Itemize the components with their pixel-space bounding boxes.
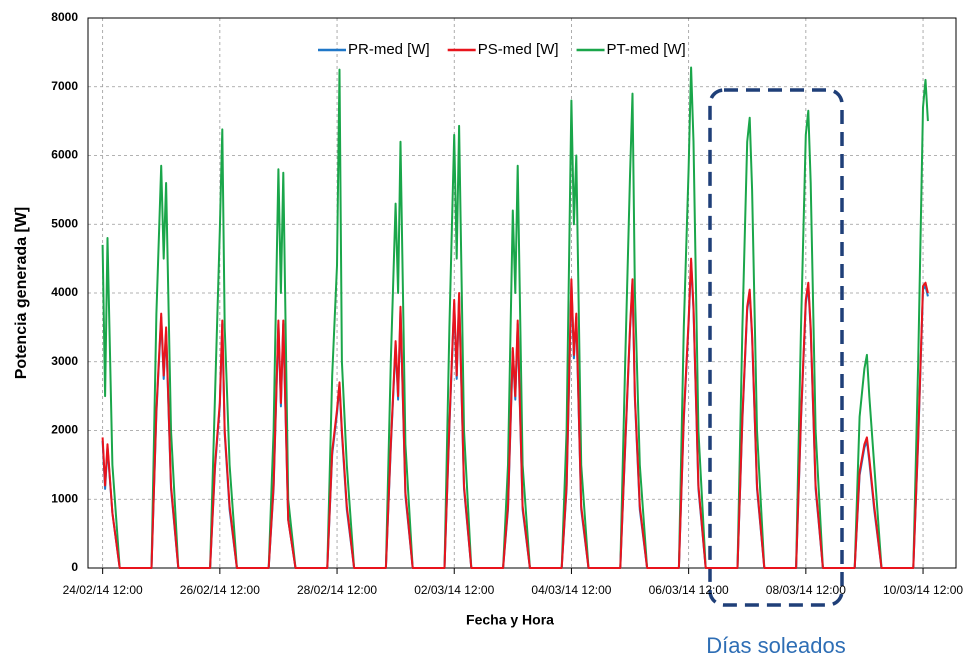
legend-label: PT-med [W] xyxy=(607,41,686,58)
series-line xyxy=(101,66,929,569)
y-tick-label: 3000 xyxy=(51,354,78,368)
series-line xyxy=(101,261,929,569)
x-tick-label: 24/02/14 12:00 xyxy=(63,583,143,597)
y-tick-label: 0 xyxy=(71,560,78,574)
x-tick-label: 08/03/14 12:00 xyxy=(766,583,846,597)
y-tick-label: 8000 xyxy=(51,10,78,24)
legend-label: PS-med [W] xyxy=(478,41,559,58)
x-tick-label: 28/02/14 12:00 xyxy=(297,583,377,597)
series-line xyxy=(101,257,929,569)
annotation: Días soleados xyxy=(706,633,845,657)
x-axis-label: Fecha y Hora xyxy=(466,612,554,628)
plot-frame xyxy=(87,17,957,569)
y-tick-label: 7000 xyxy=(51,79,78,93)
highlight-box xyxy=(708,88,844,607)
y-tick-label: 1000 xyxy=(51,491,78,505)
y-axis-label: Potencia generada [W] xyxy=(13,207,30,379)
y-tick-label: 2000 xyxy=(51,423,78,437)
x-tick-label: 04/03/14 12:00 xyxy=(531,583,611,597)
x-tick-label: 26/02/14 12:00 xyxy=(180,583,260,597)
y-tick-label: 6000 xyxy=(51,148,78,162)
x-tick-label: 06/03/14 12:00 xyxy=(649,583,729,597)
y-tick-label: 4000 xyxy=(51,285,78,299)
y-tick-label: 5000 xyxy=(51,216,78,230)
x-tick-label: 02/03/14 12:00 xyxy=(414,583,494,597)
legend-label: PR-med [W] xyxy=(348,41,430,58)
x-tick-label: 10/03/14 12:00 xyxy=(883,583,963,597)
